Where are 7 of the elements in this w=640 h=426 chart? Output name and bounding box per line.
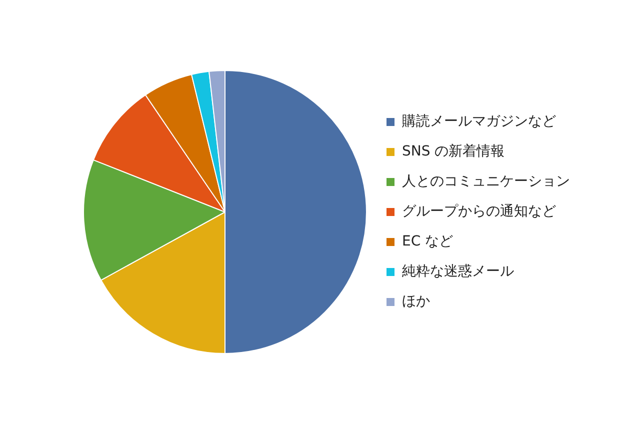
legend-label: 購読メールマガジンなど <box>402 114 556 130</box>
legend-label: ほか <box>402 294 430 310</box>
legend-label: EC など <box>402 234 454 250</box>
legend-label: 純粋な迷惑メール <box>402 264 514 280</box>
legend-label: 人とのコミュニケーション <box>402 174 570 190</box>
legend-label: グループからの通知など <box>402 204 556 220</box>
legend-label: SNS の新着情報 <box>402 144 505 160</box>
